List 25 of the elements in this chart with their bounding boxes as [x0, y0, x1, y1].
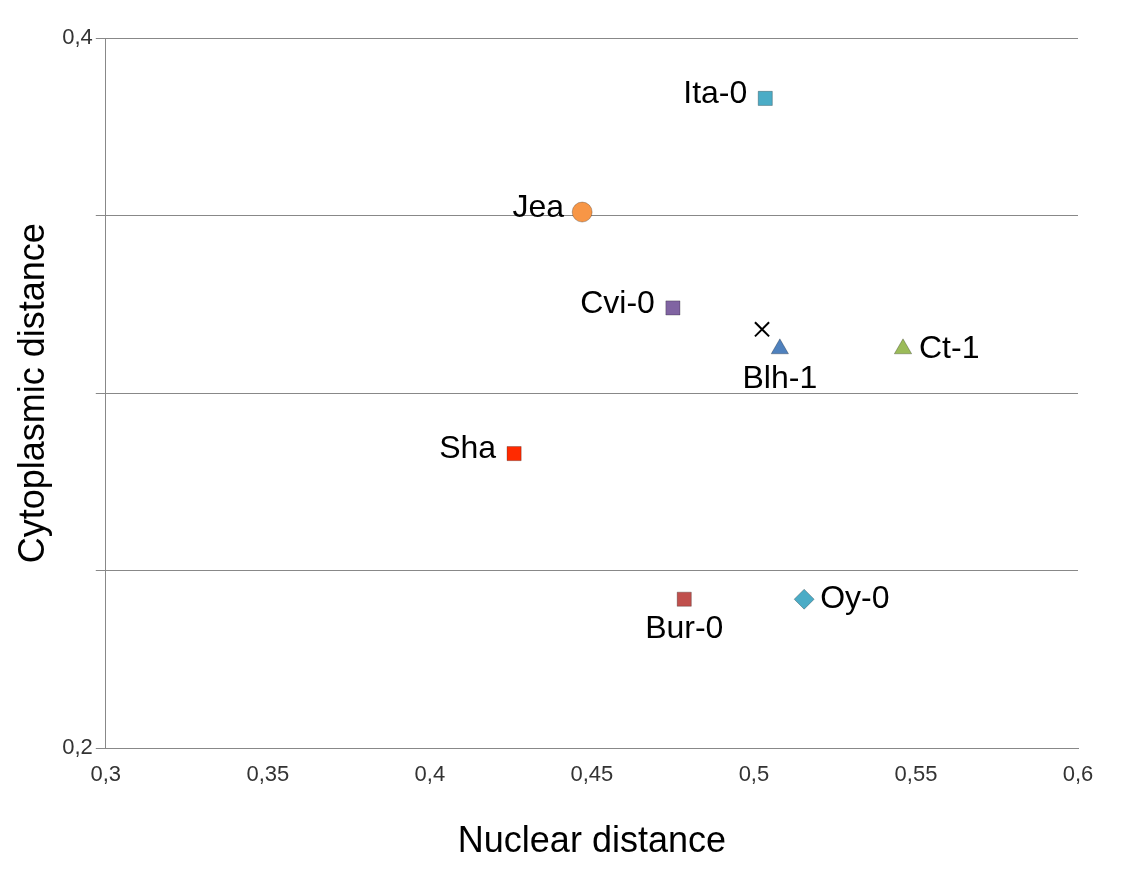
point	[571, 201, 593, 223]
series-label: Blh-1	[742, 358, 818, 395]
x-axis-title: Nuclear distance	[457, 819, 726, 861]
x-tick-label: 0,4	[414, 760, 446, 786]
point	[793, 588, 815, 610]
series-label: Ita-0	[683, 74, 748, 111]
series-label: Oy-0	[820, 579, 890, 616]
series-label: Cvi-0	[580, 283, 655, 320]
series-label: Sha	[439, 429, 497, 466]
y-tick-label: 0,2	[62, 734, 93, 760]
point	[753, 321, 771, 338]
x-tick-label: 0,3	[90, 760, 122, 786]
x-tick-label: 0,5	[738, 760, 770, 786]
series-label: Bur-0	[645, 609, 724, 646]
point	[665, 300, 681, 316]
x-tick-label: 0,45	[570, 760, 614, 786]
series-label: Ct-1	[919, 328, 980, 365]
point	[757, 90, 773, 106]
x-tick-label: 0,35	[246, 760, 290, 786]
x-tick-label: 0,55	[894, 760, 938, 786]
y-axis-title: Cytoplasmic distance	[10, 223, 52, 564]
series-label: Jea	[512, 187, 565, 224]
x-tick-label: 0,6	[1062, 760, 1094, 786]
point	[506, 446, 522, 462]
point	[676, 591, 692, 607]
